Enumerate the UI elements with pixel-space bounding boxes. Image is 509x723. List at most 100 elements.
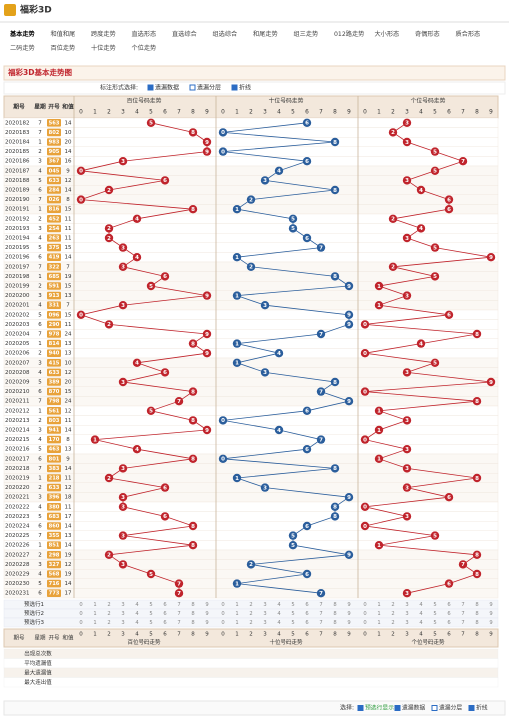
digit-ball-label: 9	[347, 313, 351, 319]
weekday: 7	[38, 264, 42, 270]
row-bg	[3, 434, 499, 445]
footer-digit: 8	[333, 632, 337, 638]
row-bg	[3, 578, 499, 589]
digit-ball-label: 6	[163, 370, 167, 376]
digit-ball	[202, 349, 212, 358]
nav-tab[interactable]: 组选综合	[213, 30, 238, 38]
digit-header: 7	[461, 110, 465, 116]
digit-ball-label: 4	[135, 217, 139, 223]
digit-ball	[402, 291, 412, 300]
sum: 19	[65, 552, 72, 558]
preselect-digit: 2	[107, 602, 110, 608]
stats-row	[3, 677, 499, 688]
weekday: 5	[38, 245, 42, 251]
digit-ball	[246, 195, 256, 204]
bottom-checkbox[interactable]	[394, 705, 401, 711]
draw-number: 870	[49, 389, 60, 395]
sum: 10	[65, 360, 72, 366]
weekday: 1	[38, 476, 42, 482]
nav-tab[interactable]: 十位走势	[91, 44, 116, 52]
nav-tab[interactable]: 百位走势	[51, 44, 76, 52]
digit-header: 6	[305, 110, 309, 116]
digit-ball-label: 9	[205, 293, 209, 299]
row-bg	[3, 367, 499, 378]
digit-ball	[202, 329, 212, 339]
footer-digit: 3	[405, 632, 409, 638]
digit-ball	[274, 425, 284, 435]
period: 2020201	[5, 303, 30, 309]
digit-ball-label: 9	[347, 284, 351, 290]
digit-header: 0	[79, 110, 83, 116]
nav-tab[interactable]: 奇偶形态	[415, 30, 440, 38]
digit-ball	[302, 118, 312, 128]
digit-ball-label: 3	[405, 370, 409, 376]
nav-tab[interactable]: 直选综合	[172, 30, 197, 38]
nav-tab[interactable]: 基本走势	[9, 30, 36, 38]
digit-ball-label: 3	[405, 293, 409, 299]
footer-group-title: 个位号码走势	[411, 638, 445, 646]
nav-tab[interactable]: 二码走势	[10, 44, 35, 52]
bottom-bar	[3, 700, 506, 716]
footer-digit: 0	[79, 632, 83, 638]
digit-ball	[132, 253, 142, 262]
preselect-digit: 9	[489, 611, 492, 617]
draw-number: 978	[49, 332, 60, 338]
nav-tab[interactable]: 质合形态	[456, 30, 481, 38]
row-bg	[3, 156, 499, 167]
nav-tab[interactable]: 跨度走势	[91, 30, 116, 38]
digit-ball-label: 3	[263, 370, 267, 376]
weekday: 5	[38, 178, 42, 184]
draw-number: 396	[49, 495, 60, 501]
nav-tab[interactable]: 直选形态	[132, 30, 157, 38]
option-checkbox[interactable]	[231, 84, 238, 91]
digit-ball	[202, 137, 212, 147]
nav-tab[interactable]: 大小形态	[375, 30, 400, 38]
weekday: 5	[38, 581, 42, 587]
preselect-digit: 8	[191, 602, 194, 608]
number-bg	[47, 570, 61, 578]
nav-tab[interactable]: 和尾走势	[253, 30, 278, 38]
bottom-checkbox[interactable]	[468, 705, 475, 711]
option-checkbox[interactable]	[189, 84, 196, 91]
bottom-checkbox[interactable]	[431, 705, 438, 711]
digit-header: 4	[135, 110, 139, 116]
draw-number: 716	[49, 581, 60, 587]
nav-tab[interactable]: 组三走势	[294, 30, 319, 38]
period: 2020189	[5, 188, 30, 194]
option-checkbox[interactable]	[147, 84, 154, 91]
footer-column-header: 星期	[34, 635, 46, 642]
digit-ball-label: 3	[405, 121, 409, 127]
nav-tab[interactable]: 个位走势	[132, 44, 157, 52]
digit-ball-label: 7	[177, 399, 181, 405]
footer-digit: 5	[433, 632, 437, 638]
digit-ball-label: 1	[377, 428, 381, 434]
digit-ball	[288, 541, 298, 550]
bottom-option: 遗漏分层	[439, 704, 462, 712]
digit-ball	[458, 157, 468, 166]
footer-digit: 6	[305, 632, 309, 638]
row-bg	[3, 405, 499, 416]
row-bg	[3, 281, 499, 292]
digit-ball	[344, 310, 354, 319]
period: 2020187	[5, 168, 30, 174]
nav-tab[interactable]: 012路走势	[334, 30, 364, 38]
nav-tab[interactable]: 和值和尾	[51, 30, 76, 38]
digit-ball	[188, 541, 198, 550]
digit-ball-label: 3	[405, 447, 409, 453]
digit-header: 0	[221, 110, 225, 116]
number-bg	[47, 291, 61, 300]
period: 2020215	[5, 437, 30, 443]
preselect-digit: 9	[347, 611, 350, 617]
digit-ball	[118, 243, 128, 252]
preselect-digit: 2	[249, 620, 252, 626]
bottom-checkbox[interactable]	[357, 705, 364, 711]
footer-digit: 2	[249, 632, 253, 638]
digit-ball	[374, 301, 384, 310]
digit-ball-label: 5	[291, 533, 295, 539]
digit-ball	[188, 339, 198, 348]
digit-ball-label: 1	[235, 341, 239, 347]
digit-ball	[188, 128, 198, 137]
digit-ball	[288, 224, 298, 233]
row-bg	[3, 348, 499, 359]
logo: 福彩3D	[19, 4, 52, 16]
